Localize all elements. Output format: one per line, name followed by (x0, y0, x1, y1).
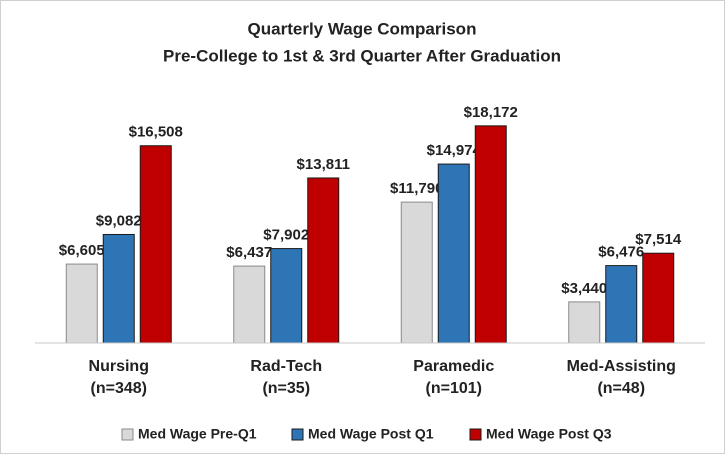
x-tick-label: Med-Assisting (n=48) (566, 358, 676, 397)
value-label: $18,172 (464, 104, 518, 121)
bar (400, 201, 433, 344)
bar (307, 177, 340, 344)
value-label: $6,476 (598, 244, 644, 261)
bar (139, 145, 172, 344)
x-tick-label: Rad-Tech (n=35) (250, 358, 323, 397)
legend-label: Med Wage Post Q1 (308, 426, 434, 442)
value-label: $16,508 (129, 124, 183, 141)
bar (233, 265, 266, 344)
value-label: $13,811 (297, 156, 350, 173)
bar (437, 163, 470, 344)
bar (474, 125, 507, 344)
value-label: $7,902 (263, 227, 309, 244)
bar (642, 252, 675, 344)
value-label: $3,440 (561, 280, 607, 297)
x-tick-label: Paramedic (n=101) (413, 358, 495, 397)
bar (102, 233, 135, 344)
chart-subtitle: Pre-College to 1st & 3rd Quarter After G… (163, 46, 561, 65)
value-label: $6,605 (59, 242, 105, 259)
legend-swatch (291, 428, 304, 441)
x-tick-label: Nursing (n=348) (88, 358, 149, 397)
legend-swatch (469, 428, 482, 441)
legend-label: Med Wage Pre-Q1 (138, 426, 257, 442)
value-label: $7,514 (635, 231, 682, 248)
bar (568, 301, 601, 344)
bar (270, 248, 303, 344)
legend-label: Med Wage Post Q3 (486, 426, 612, 442)
value-label: $6,437 (226, 244, 272, 261)
value-label: $11,790 (390, 180, 443, 197)
value-label: $14,974 (427, 142, 482, 159)
bar (605, 265, 638, 344)
chart-title: Quarterly Wage Comparison (248, 19, 477, 38)
bar (65, 263, 98, 344)
value-label: $9,082 (96, 212, 142, 229)
legend-swatch (121, 428, 134, 441)
